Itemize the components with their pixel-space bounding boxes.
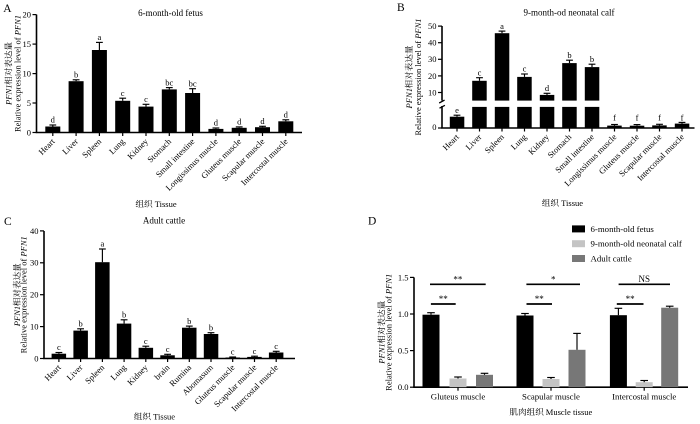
- svg-text:20: 20: [30, 290, 39, 300]
- svg-text:bc: bc: [189, 78, 197, 88]
- svg-text:b: b: [209, 322, 213, 332]
- svg-text:Muscle tissue: Muscle tissue: [546, 407, 593, 417]
- svg-text:9-month-od neonatal calf: 9-month-od neonatal calf: [524, 8, 615, 18]
- svg-text:Gluteus muscle: Gluteus muscle: [431, 391, 486, 401]
- svg-text:c: c: [523, 64, 527, 74]
- svg-text:Relative expression level of P: Relative expression level of PFN1: [413, 18, 423, 135]
- svg-text:**: **: [626, 294, 636, 304]
- svg-text:6-month-old fetus: 6-month-old fetus: [591, 224, 655, 234]
- svg-text:Intercostal muscle: Intercostal muscle: [612, 391, 676, 401]
- svg-text:d: d: [237, 117, 242, 127]
- svg-text:Relative expression level of P: Relative expression level of PFN1: [13, 15, 23, 132]
- svg-text:c: c: [274, 341, 278, 351]
- svg-text:a: a: [500, 21, 504, 31]
- svg-text:b: b: [590, 54, 594, 64]
- svg-text:Tissue: Tissue: [151, 412, 175, 422]
- svg-text:e: e: [455, 105, 459, 115]
- svg-text:Adult cattle: Adult cattle: [591, 254, 632, 264]
- svg-text:c: c: [166, 344, 170, 354]
- svg-text:c: c: [144, 94, 148, 104]
- svg-text:f: f: [613, 112, 616, 122]
- svg-text:b: b: [122, 310, 126, 320]
- svg-text:d: d: [214, 118, 219, 128]
- svg-text:d: d: [51, 115, 56, 125]
- svg-text:0.5: 0.5: [398, 346, 409, 356]
- svg-text:*: *: [551, 274, 556, 284]
- svg-text:c: c: [121, 88, 125, 98]
- svg-text:PFN1: PFN1: [4, 84, 14, 106]
- svg-text:50: 50: [428, 21, 437, 31]
- svg-text:6-month-old fetus: 6-month-old fetus: [138, 8, 203, 18]
- svg-text:Tissue: Tissue: [559, 198, 583, 208]
- svg-text:b: b: [187, 316, 191, 326]
- svg-text:15: 15: [23, 39, 32, 49]
- svg-text:B: B: [397, 2, 405, 14]
- svg-text:40: 40: [428, 38, 437, 48]
- svg-text:C: C: [4, 216, 12, 228]
- svg-text:Scapular muscle: Scapular muscle: [522, 391, 580, 401]
- svg-text:Relative expression level of P: Relative expression level of PFN1: [383, 274, 393, 391]
- svg-text:10: 10: [23, 69, 32, 79]
- svg-text:30: 30: [30, 258, 39, 268]
- svg-text:c: c: [478, 67, 482, 77]
- svg-text:5: 5: [27, 98, 31, 108]
- svg-text:0: 0: [27, 127, 31, 137]
- svg-text:0.0: 0.0: [398, 382, 409, 392]
- svg-text:20: 20: [23, 10, 32, 20]
- svg-text:10: 10: [30, 322, 39, 332]
- svg-text:1.5: 1.5: [398, 272, 409, 282]
- svg-text:c: c: [57, 342, 61, 352]
- svg-text:d: d: [284, 110, 289, 120]
- svg-text:10: 10: [428, 87, 437, 97]
- svg-text:f: f: [658, 112, 661, 122]
- svg-text:0: 0: [34, 353, 38, 363]
- svg-text:D: D: [368, 216, 376, 228]
- svg-text:f: f: [681, 112, 684, 122]
- svg-text:**: **: [453, 274, 463, 284]
- svg-text:9-month-old neonatal calf: 9-month-old neonatal calf: [591, 239, 682, 249]
- svg-text:0: 0: [432, 122, 436, 132]
- svg-text:d: d: [260, 116, 265, 126]
- svg-text:Tissue: Tissue: [153, 199, 177, 209]
- svg-text:PFN1: PFN1: [377, 343, 387, 365]
- svg-text:30: 30: [428, 54, 437, 64]
- svg-text:PFN1: PFN1: [12, 306, 22, 328]
- svg-text:b: b: [78, 319, 82, 329]
- svg-text:d: d: [545, 83, 550, 93]
- svg-text:b: b: [74, 70, 78, 80]
- svg-text:1.0: 1.0: [398, 309, 409, 319]
- svg-text:20: 20: [428, 71, 437, 81]
- svg-text:**: **: [535, 294, 545, 304]
- svg-text:f: f: [636, 112, 639, 122]
- svg-text:a: a: [101, 239, 105, 249]
- svg-text:PFN1: PFN1: [404, 88, 414, 110]
- svg-text:Relative expression level of P: Relative expression level of PFN1: [18, 236, 28, 353]
- svg-text:A: A: [3, 3, 12, 15]
- svg-text:a: a: [98, 32, 102, 42]
- svg-text:**: **: [439, 294, 449, 304]
- svg-text:Adult cattle: Adult cattle: [143, 216, 185, 226]
- svg-text:bc: bc: [165, 77, 173, 87]
- svg-text:40: 40: [30, 226, 39, 236]
- svg-text:c: c: [231, 347, 235, 357]
- svg-text:b: b: [567, 50, 571, 60]
- svg-text:c: c: [253, 346, 257, 356]
- svg-text:c: c: [144, 336, 148, 346]
- svg-text:NS: NS: [639, 274, 651, 284]
